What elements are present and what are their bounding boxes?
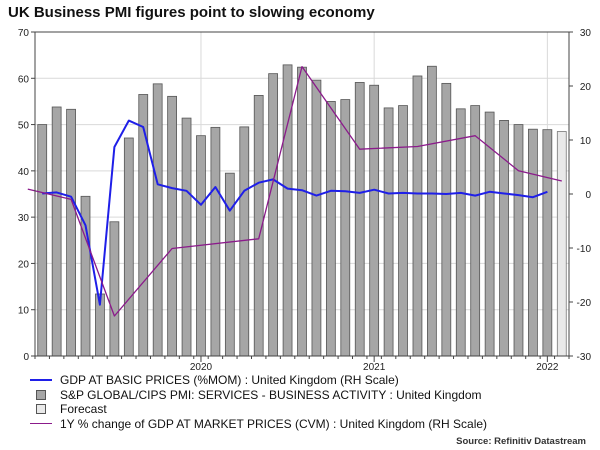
pmi-bar [427,65,437,357]
legend-label-gdp-yoy: 1Y % change of GDP AT MARKET PRICES (CVM… [60,416,488,431]
pmi-bar [268,73,279,357]
right-tick-label: 20 [580,82,592,93]
pmi-bar [354,82,365,357]
chart-title: UK Business PMI figures point to slowing… [8,4,375,21]
pmi-bar [51,106,62,357]
pmi-bar [123,137,134,357]
pmi-bar [441,82,452,357]
legend-swatch-grey [36,389,46,400]
right-tick-label: -10 [577,244,592,255]
gdp-yoy-line [27,65,562,317]
legend-item-pmi: S&P GLOBAL/CIPS PMI: SERVICES - BUSINESS… [30,388,487,403]
legend-item-gdp-yoy: 1Y % change of GDP AT MARKET PRICES (CVM… [30,417,487,432]
pmi-bar [311,79,322,357]
pmi-bar [181,117,192,357]
x-tick-label: 2020 [190,362,213,373]
pmi-bars [37,64,567,357]
pmi-bar [513,124,524,357]
pmi-bar [398,105,408,357]
pmi-bar [470,105,481,357]
legend-line-purple [30,423,52,425]
pmi-bar [340,99,351,357]
pmi-bar [325,101,336,357]
left-tick-label: 60 [18,74,30,85]
right-tick-label: 0 [585,190,591,201]
left-tick-label: 20 [18,259,30,270]
pmi-bar [167,95,177,357]
pmi-bar [37,124,48,357]
pmi-bar [152,83,163,357]
legend-label-gdp-mom: GDP AT BASIC PRICES (%MOM) : United King… [60,373,399,388]
legend-item-gdp-mom: GDP AT BASIC PRICES (%MOM) : United King… [30,373,487,388]
pmi-bar [138,94,149,357]
legend-swatch-light [36,404,46,415]
legend: GDP AT BASIC PRICES (%MOM) : United King… [30,373,487,431]
series-lines [27,65,562,317]
source-note: Source: Refinitiv Datastream [456,436,586,447]
pmi-bar [282,64,293,357]
left-tick-label: 0 [23,352,29,363]
pmi-bar [542,129,553,357]
legend-line-blue [30,379,52,382]
pmi-bar [369,84,380,357]
pmi-bar [528,128,538,357]
pmi-bar [239,126,250,357]
pmi-bar [210,126,221,357]
left-tick-label: 70 [18,28,30,39]
forecast-bar [556,131,567,357]
right-tick-label: 30 [580,28,592,39]
pmi-bar [455,108,466,357]
right-tick-label: 10 [580,136,592,147]
right-tick-label: -20 [577,298,592,309]
axes: 0 10 20 30 40 50 60 70 -30 -20 -10 0 10 20 30 2020 2021 2… [18,28,592,373]
legend-item-forecast: Forecast [30,402,487,417]
legend-label-pmi: S&P GLOBAL/CIPS PMI: SERVICES - BUSINESS… [60,387,482,402]
gdp-mom-line [42,119,548,306]
left-tick-label: 50 [18,121,30,132]
left-tick-label: 10 [18,306,30,317]
pmi-bar [383,107,394,357]
pmi-bar [297,66,307,357]
pmi-bar [109,221,120,357]
legend-label-forecast: Forecast [60,402,107,417]
left-tick-label: 40 [18,167,30,178]
pmi-bar [484,111,495,357]
pmi-bar [224,172,235,357]
x-tick-label: 2021 [363,362,386,373]
pmi-bar [66,108,76,357]
x-tick-label: 2022 [536,362,559,373]
left-tick-label: 30 [18,213,30,224]
pmi-bar [412,75,423,357]
right-tick-label: -30 [577,352,592,363]
